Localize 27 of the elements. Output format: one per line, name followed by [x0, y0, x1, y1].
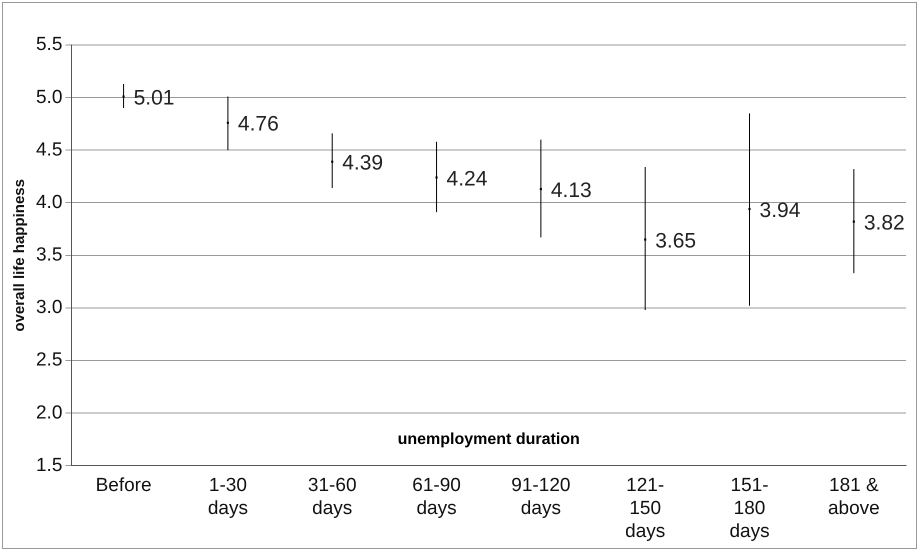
x-tick-label: 121-150 days — [625, 475, 666, 542]
x-tick-label: Before — [96, 475, 152, 496]
y-tick-label: 5.5 — [36, 34, 62, 56]
y-tick-label: 4.5 — [36, 139, 62, 160]
data-label: 3.82 — [864, 211, 905, 234]
data-label: 4.39 — [342, 152, 384, 175]
x-tick-label: 91-120 days — [511, 475, 570, 520]
data-label: 4.13 — [550, 178, 592, 202]
x-tick-label: 181 & above — [828, 475, 880, 520]
y-tick-label: 3.5 — [36, 244, 62, 266]
y-tick-label: 1.5 — [36, 454, 62, 476]
x-tick-label: 1-30 days — [208, 475, 248, 520]
y-tick-label: 5.0 — [36, 86, 62, 108]
data-label: 4.76 — [238, 112, 279, 136]
x-tick-label: 31-60 days — [308, 475, 357, 520]
y-tick-label: 3.0 — [36, 297, 62, 318]
x-axis-title: unemployment duration — [398, 431, 580, 448]
data-label: 3.94 — [760, 198, 801, 222]
y-tick-label: 2.0 — [36, 402, 62, 424]
y-tick-label: 2.5 — [36, 350, 62, 371]
y-axis-title: overall life happiness — [11, 179, 28, 332]
data-label: 4.24 — [446, 167, 488, 190]
data-label: 5.01 — [134, 86, 174, 110]
y-tick-label: 4.0 — [36, 192, 62, 213]
x-tick-label: 61-90 days — [412, 475, 461, 520]
x-tick-label: 151-180 days — [729, 475, 770, 542]
data-label: 3.65 — [655, 229, 696, 252]
